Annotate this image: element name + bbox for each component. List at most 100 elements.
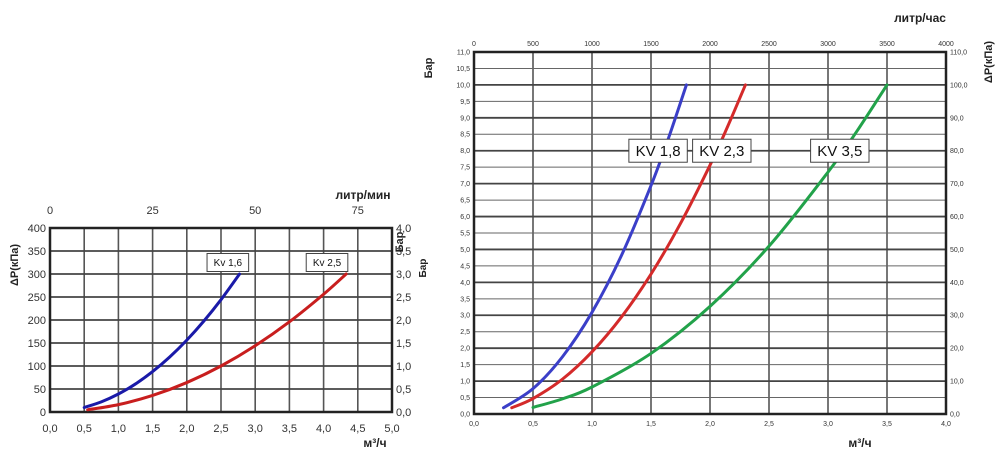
series-label-box: [692, 138, 752, 163]
x2-tick-label: 3500: [879, 41, 895, 48]
y-tick-label: 2,0: [460, 346, 470, 353]
y-tick-label: 6,5: [460, 198, 470, 205]
x2-tick-label: 75: [352, 205, 364, 217]
y2-tick-label: 0,0: [396, 407, 411, 419]
x-tick-label: 4,0: [941, 421, 951, 428]
y2-tick-label: 0,5: [396, 384, 411, 396]
y2-tick-label: 3,0: [396, 269, 411, 281]
x-tick-label: 2,0: [179, 423, 194, 435]
y-tick-label: 8,0: [460, 148, 470, 155]
y2-axis-label: ΔP(кПа): [983, 41, 995, 83]
y2-tick-label: 2,5: [396, 292, 411, 304]
x-tick-label: 4,0: [316, 423, 331, 435]
x2-tick-label: 3000: [820, 41, 836, 48]
grid: [473, 51, 947, 415]
x-tick-label: 3,0: [823, 421, 833, 428]
y-tick-label: 300: [28, 269, 46, 281]
y-tick-label: 0,5: [460, 395, 470, 402]
y-axis-label-secondary: Бар: [418, 259, 429, 278]
series-label-2: Kv 2,5: [305, 253, 349, 272]
series-label-text: KV 2,3: [699, 143, 744, 160]
y2-tick-label: 0,0: [950, 411, 960, 418]
y2-tick-label: 70,0: [950, 181, 964, 188]
x2-tick-label: 1000: [584, 41, 600, 48]
x2-axis-label: литр/час: [894, 11, 946, 25]
x-tick-label: 0,5: [528, 421, 538, 428]
y2-tick-label: 2,0: [396, 315, 411, 327]
x2-tick-label: 2000: [702, 41, 718, 48]
x-tick-label: 0,0: [42, 423, 57, 435]
y-tick-label: 6,0: [460, 214, 470, 221]
x2-tick-label: 25: [146, 205, 158, 217]
y-tick-label: 7,5: [460, 165, 470, 172]
y-tick-label: 100: [28, 361, 46, 373]
y2-tick-label: 1,0: [396, 361, 411, 373]
y-tick-label: 4,5: [460, 263, 470, 270]
x-tick-label: 0,0: [469, 421, 479, 428]
x2-tick-label: 500: [527, 41, 539, 48]
x-tick-label: 1,5: [646, 421, 656, 428]
x-tick-label: 2,0: [705, 421, 715, 428]
y-tick-label: 400: [28, 223, 46, 235]
y-tick-label: 7,0: [460, 181, 470, 188]
x-tick-label: 1,0: [111, 423, 126, 435]
series-label-2: KV 2,3: [692, 138, 752, 163]
series-line-1: [502, 83, 688, 410]
series-label-text: KV 3,5: [817, 143, 862, 160]
y2-tick-label: 30,0: [950, 313, 964, 320]
y-tick-label: 4,0: [460, 280, 470, 287]
y-axis-label: ΔP(кПа): [9, 244, 21, 286]
x-tick-label: 5,0: [384, 423, 399, 435]
y2-tick-label: 3,5: [396, 246, 411, 258]
y-tick-label: 0,0: [460, 411, 470, 418]
x-tick-label: 1,5: [145, 423, 160, 435]
x-tick-label: 1,0: [587, 421, 597, 428]
y-tick-label: 200: [28, 315, 46, 327]
y-axis-label: Бар: [423, 57, 435, 78]
y2-tick-label: 80,0: [950, 148, 964, 155]
chart-2: 0,0 0,5 1,0 1,5 2,0 2,5 3,0 3,5 4,0 0,0 0,5 1,0 1,5 2…: [418, 11, 995, 450]
y2-tick-label: 20,0: [950, 346, 964, 353]
y2-tick-label: 1,5: [396, 338, 411, 350]
y-tick-label: 350: [28, 246, 46, 258]
x2-tick-label: 2500: [761, 41, 777, 48]
x-tick-label: 3,0: [248, 423, 263, 435]
x-tick-label: 2,5: [213, 423, 228, 435]
y-tick-label: 10,0: [456, 82, 470, 89]
y-tick-label: 150: [28, 338, 46, 350]
y-tick-label: 9,5: [460, 99, 470, 106]
series-label-box: [628, 138, 688, 163]
y-tick-label: 3,5: [460, 296, 470, 303]
y-tick-label: 10,5: [456, 66, 470, 73]
x2-tick-label: 50: [249, 205, 261, 217]
x2-axis-label: литр/мин: [335, 188, 390, 202]
y2-tick-label: 40,0: [950, 280, 964, 287]
y2-tick-label: 10,0: [950, 379, 964, 386]
series-label-1: Kv 1,6: [206, 253, 250, 272]
y-tick-label: 250: [28, 292, 46, 304]
x-axis-label: м³/ч: [363, 436, 386, 450]
series-line-1: [82, 272, 241, 409]
x-tick-label: 2,5: [764, 421, 774, 428]
series-label-box: [206, 253, 250, 272]
x2-tick-label: 0: [47, 205, 53, 217]
y2-tick-label: 60,0: [950, 214, 964, 221]
y2-tick-label: 90,0: [950, 115, 964, 122]
y2-tick-label: 50,0: [950, 247, 964, 254]
plot-frame: [48, 226, 394, 414]
x2-tick-label: 4000: [938, 41, 954, 48]
y-tick-label: 0: [40, 407, 46, 419]
y2-tick-label: 110,0: [950, 49, 967, 56]
y2-axis-label: Бар: [394, 231, 406, 252]
series-label-box: [305, 253, 349, 272]
y2-tick-label: 4,0: [396, 223, 411, 235]
x2-tick-label: 1500: [643, 41, 659, 48]
y-tick-label: 5,0: [460, 247, 470, 254]
x2-tick-label: 0: [472, 41, 476, 48]
y2-tick-label: 100,0: [950, 82, 968, 89]
chart-1: 0,0 0,5 1,0 1,5 2,0 2,5 3,0 3,5 4,0 4,5 5,0 0 50 100 1…: [9, 188, 411, 450]
y-tick-label: 50: [34, 384, 46, 396]
x-tick-label: 3,5: [282, 423, 297, 435]
x-tick-label: 4,5: [350, 423, 365, 435]
y-tick-label: 8,5: [460, 132, 470, 139]
